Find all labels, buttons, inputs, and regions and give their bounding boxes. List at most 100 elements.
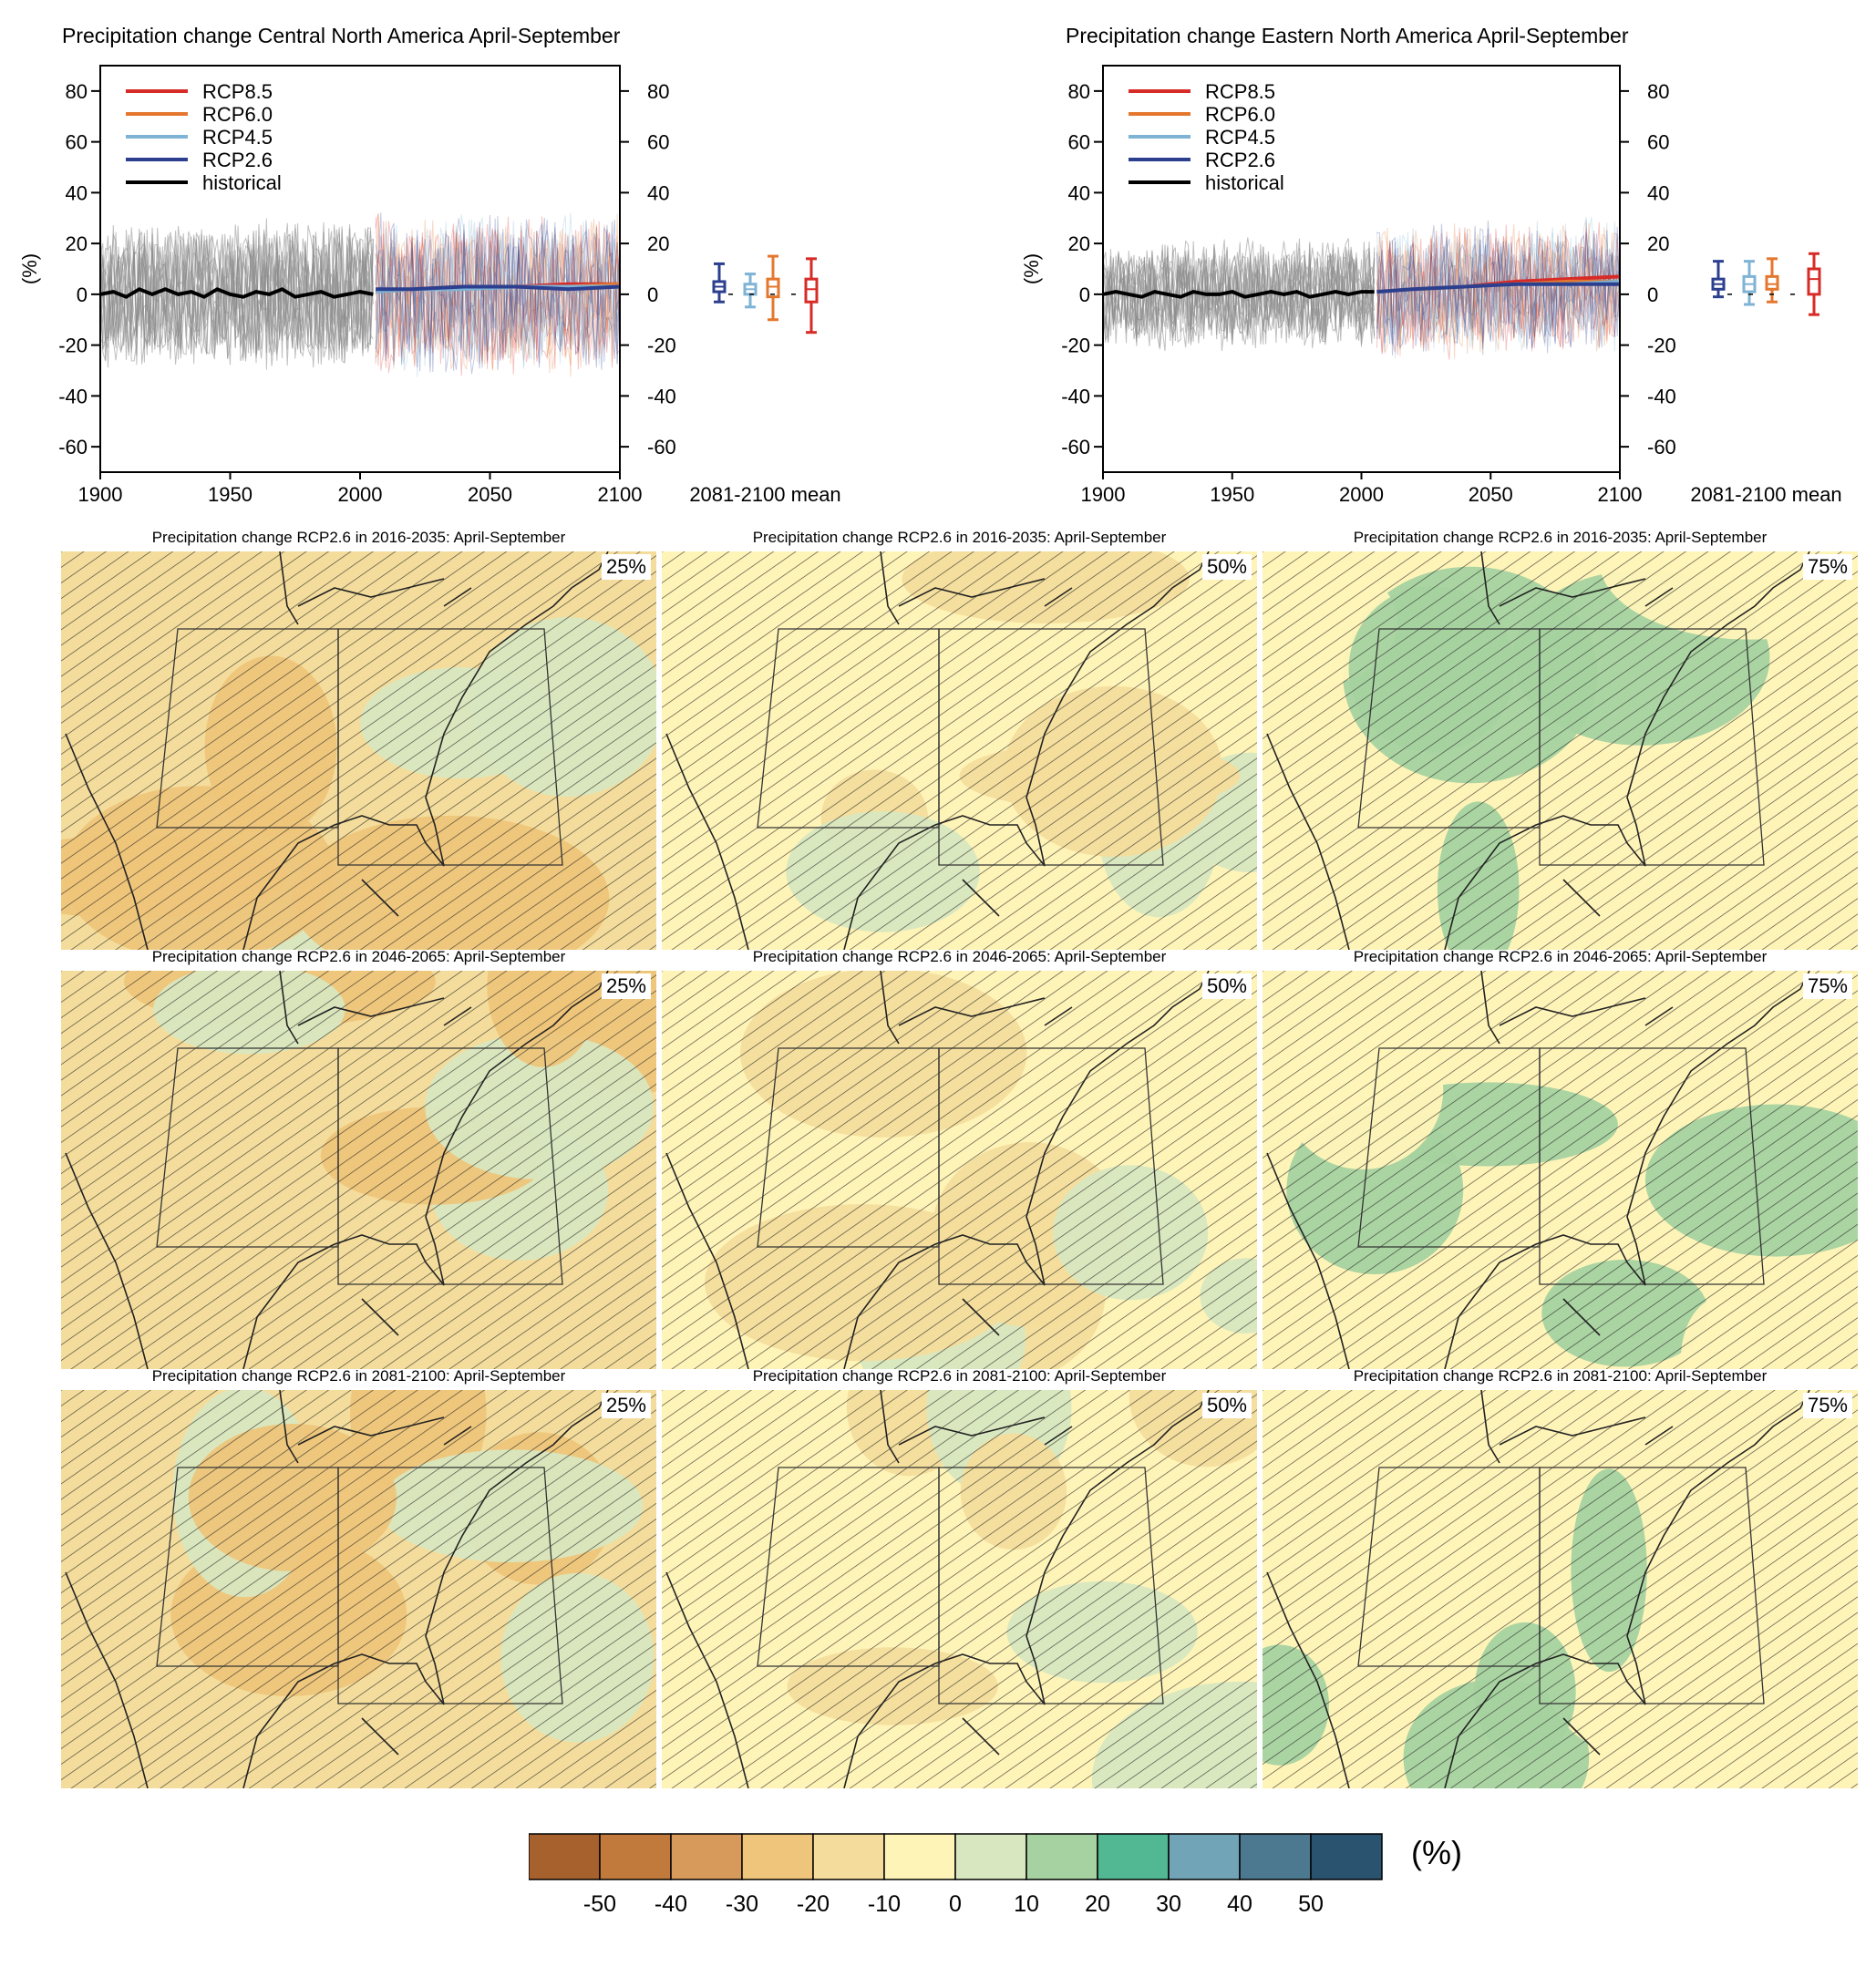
colorbar-tick-label: 40 [1227,1891,1252,1917]
colorbar-swatch [599,1833,672,1880]
map-panel: Precipitation change RCP2.6 in 2081-2100… [1263,1367,1858,1788]
legend-label: RCP6.0 [1205,103,1275,126]
region-box-eastern [337,1047,563,1285]
map-title: Precipitation change RCP2.6 in 2046-2065… [151,948,566,965]
scenario-member-line [1376,221,1621,353]
map-panel: Precipitation change RCP2.6 in 2046-2065… [662,948,1257,1369]
region-box-eastern [1539,628,1765,866]
series-line-historical [99,287,374,299]
region-box-eastern [337,1467,563,1704]
period-mean-label: 2081-2100 mean [1690,483,1841,506]
significance-hatching [662,1390,1257,1788]
colorbar-tick-label: 0 [949,1891,962,1917]
x-tick-label: 2050 [1469,483,1513,506]
map-svg [662,971,1257,1369]
scenario-ensemble [375,212,621,377]
scenario-member-line [1376,230,1621,355]
coastline [665,971,1210,1369]
colorbar-swatch [812,1833,885,1880]
scenario-member-line [375,221,621,371]
boxplot-rcp26 [712,262,727,304]
scenario-member-line [1376,224,1621,348]
colorbar-tick-label: 50 [1298,1891,1324,1917]
box-body [1765,274,1779,291]
legend-label: RCP4.5 [1205,126,1275,149]
region-box-eastern [1539,1467,1765,1704]
box-body [766,277,780,299]
y-tick-label-right: -40 [1647,385,1676,407]
colorbar-tick-label: -30 [725,1891,759,1917]
x-tick-label: 1950 [208,483,253,506]
legend-label: RCP4.5 [202,126,273,149]
coastline [1266,1390,1810,1788]
scenario-member-line [375,226,621,377]
scenario-member-line [375,213,621,370]
scenario-member-line [375,228,621,371]
map-panel: Precipitation change RCP2.6 in 2046-2065… [61,948,656,1369]
scenario-member-line [375,219,621,370]
coastline [65,551,609,950]
x-tick-label: 1900 [78,483,123,506]
colorbar-tick-label: 10 [1014,1891,1039,1917]
y-tick-label-left: 80 [66,80,88,103]
percentile-label: 25% [601,1393,651,1418]
colorbar-swatch [670,1833,743,1880]
colorbar-tick-label: -50 [582,1891,617,1917]
map-panel: Precipitation change RCP2.6 in 2016-2035… [1263,529,1858,950]
scenario-member-line [375,212,621,371]
colorbar-swatch [1310,1833,1383,1880]
x-tick-label: 1950 [1210,483,1254,506]
colorbar-swatch [529,1833,601,1880]
y-tick-label-left: 40 [66,181,88,204]
scenario-member-line [375,221,621,358]
scenario-member-line [1376,220,1621,355]
scenario-member-line [1376,224,1621,354]
map-panel: Precipitation change RCP2.6 in 2046-2065… [1263,948,1858,1369]
historical-member-line [99,218,374,361]
y-tick-label-left: 60 [66,131,88,154]
y-tick-label-right: -40 [647,385,676,407]
significance-hatching [61,971,656,1369]
map-svg [1263,971,1858,1369]
y-tick-label-right: -60 [647,436,676,458]
box-body [804,277,819,304]
colorbar-tick-label: 20 [1085,1891,1110,1917]
map-svg [1263,551,1858,950]
y-tick-label-left: 60 [1068,131,1090,154]
x-tick-label: 2100 [1598,483,1643,506]
legend-label: RCP6.0 [202,103,273,126]
map-title: Precipitation change RCP2.6 in 2046-2065… [1353,948,1768,965]
boxplot-rcp45 [1742,260,1757,306]
x-tick-label: 2050 [468,483,512,506]
region-box-eastern [938,628,1164,866]
boxplot-rcp60 [1765,257,1779,304]
boxplot-rcp26 [1711,260,1726,299]
scenario-member-line [1376,222,1621,359]
region-box-eastern [938,1047,1164,1285]
ts-chart-right: -60 -60 -40 -40 -20 -20 0 0 20 20 40 40 60 60 80 80 1900… [1020,65,1842,506]
scenario-member-line [375,219,621,369]
map-title: Precipitation change RCP2.6 in 2081-2100… [1353,1367,1768,1385]
y-axis-label: (%) [18,253,41,284]
y-tick-label-right: 0 [1647,283,1658,306]
map-frame [662,551,1257,950]
scenario-member-line [375,215,621,371]
map-title: Precipitation change RCP2.6 in 2081-2100… [151,1367,566,1385]
map-svg [61,1390,656,1788]
y-tick-label-left: -40 [1061,385,1090,407]
colorbar-tick-label: -40 [654,1891,688,1917]
scenario-member-line [1376,227,1621,355]
legend-label: historical [1205,171,1284,194]
map-frame [61,1390,656,1788]
map-panel: Precipitation change RCP2.6 in 2016-2035… [662,529,1257,950]
scenario-member-line [1376,234,1621,352]
ts-title-right: Precipitation change Eastern North Ameri… [1066,24,1629,47]
significance-hatching [662,551,1257,950]
region-box-eastern [938,1467,1164,1704]
y-tick-label-right: 60 [1647,131,1669,154]
map-frame [61,971,656,1369]
y-tick-label-right: 40 [1647,181,1669,204]
y-tick-label-right: 0 [647,283,658,306]
scenario-member-line [1376,219,1621,352]
